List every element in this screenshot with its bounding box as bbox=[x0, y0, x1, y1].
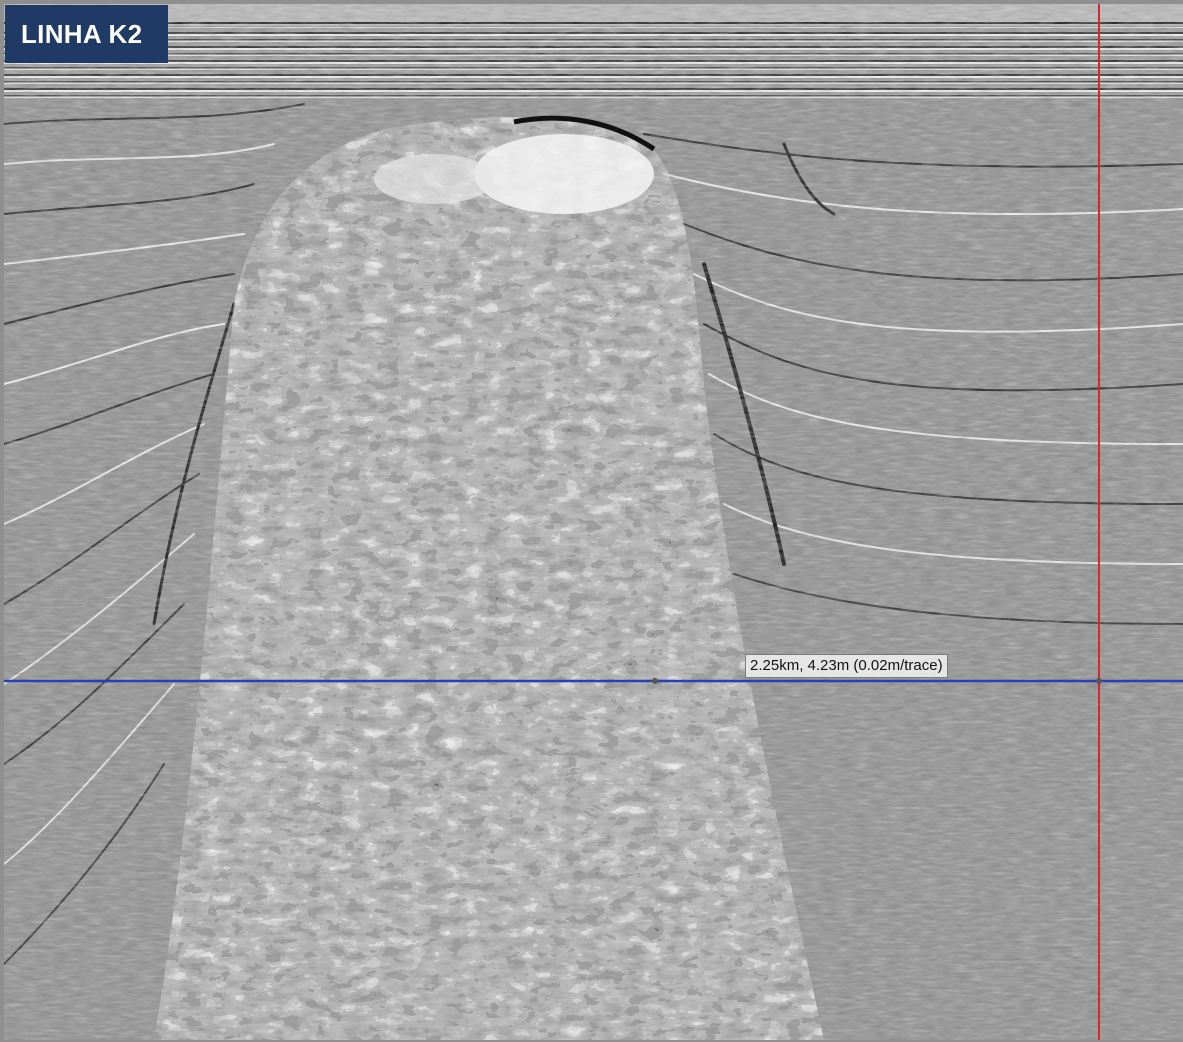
line-label: LINHA K2 bbox=[5, 5, 168, 63]
seismic-section-image bbox=[4, 4, 1183, 1040]
measure-end-point[interactable] bbox=[1096, 678, 1102, 684]
measure-start-point[interactable] bbox=[652, 678, 658, 684]
measurement-readout: 2.25km, 4.23m (0.02m/trace) bbox=[745, 654, 948, 678]
